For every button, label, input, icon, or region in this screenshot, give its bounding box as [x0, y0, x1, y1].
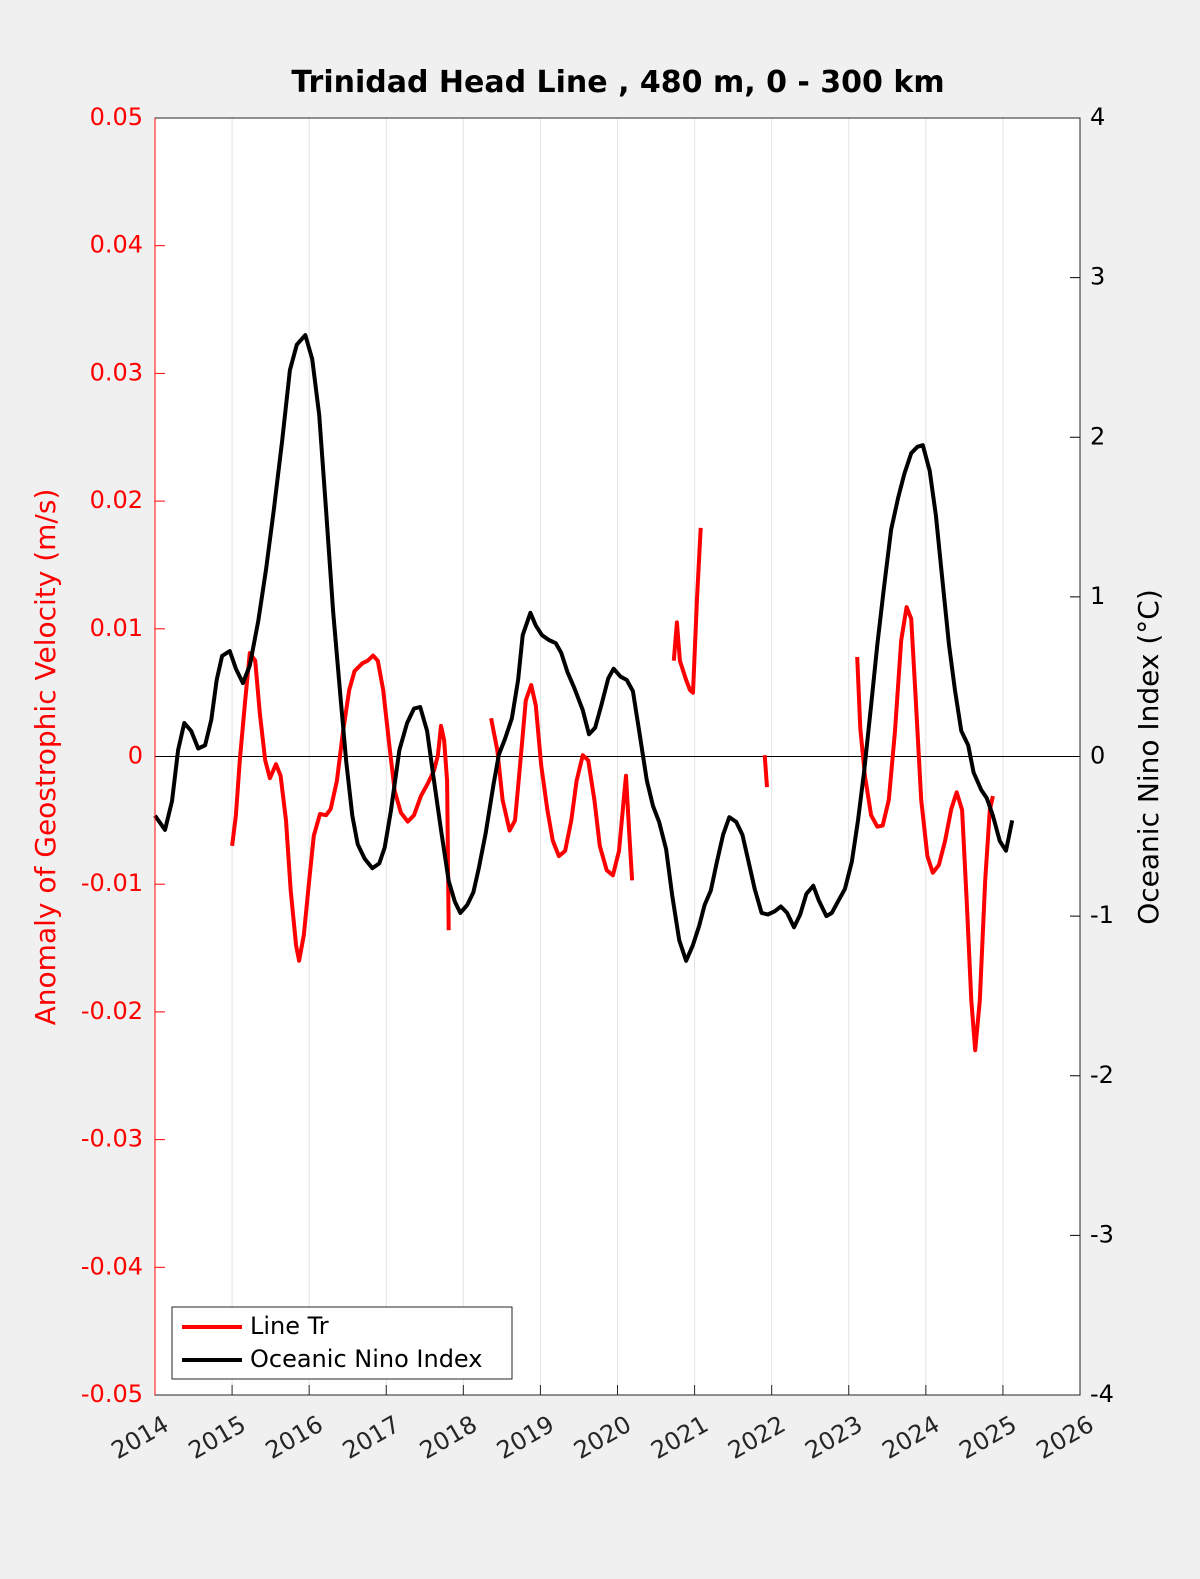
y-axis-label: Anomaly of Geostrophic Velocity (m/s) [29, 489, 62, 1026]
y-tick-label: 0.05 [90, 103, 143, 131]
legend-label: Line Tr [250, 1312, 329, 1340]
x-tick-label: 2026 [1032, 1410, 1099, 1465]
y2-axis-label: Oceanic Nino Index (°C) [1132, 589, 1165, 925]
x-tick-label: 2020 [569, 1410, 636, 1465]
y2-tick-label: 3 [1090, 263, 1105, 291]
y2-tick-label: -4 [1090, 1380, 1114, 1408]
y-tick-label: -0.05 [81, 1380, 143, 1408]
legend-label: Oceanic Nino Index [250, 1345, 482, 1373]
y2-tick-label: -1 [1090, 901, 1114, 929]
y-tick-label: -0.03 [81, 1125, 143, 1153]
y-tick-label: 0.02 [90, 486, 143, 514]
data-line [230, 527, 995, 1053]
x-tick-label: 2023 [800, 1410, 867, 1465]
x-tick-label: 2015 [184, 1410, 251, 1465]
x-tick-label: 2021 [646, 1410, 713, 1465]
y-tick-label: -0.01 [81, 869, 143, 897]
y-tick-label: -0.02 [81, 997, 143, 1025]
data-line [153, 333, 1015, 963]
legend-box [171, 1306, 513, 1380]
y2-tick-label: 4 [1090, 103, 1105, 131]
x-tick-label: 2022 [723, 1410, 790, 1465]
x-tick-label: 2014 [107, 1410, 174, 1465]
x-tick-label: 2025 [955, 1410, 1022, 1465]
chart-title: Trinidad Head Line , 480 m, 0 - 300 km [291, 65, 944, 100]
y-tick-label: 0.01 [90, 614, 143, 642]
y-tick-label: 0.04 [90, 231, 143, 259]
y-tick-label: 0 [128, 742, 143, 770]
y2-tick-label: -3 [1090, 1220, 1114, 1248]
x-tick-label: 2024 [877, 1410, 944, 1465]
y-tick-label: -0.04 [81, 1252, 143, 1280]
y2-tick-label: 1 [1090, 582, 1105, 610]
y2-tick-label: 0 [1090, 742, 1105, 770]
x-tick-label: 2016 [261, 1410, 328, 1465]
y2-tick-label: 2 [1090, 422, 1105, 450]
x-tick-label: 2018 [415, 1410, 482, 1465]
x-tick-label: 2019 [492, 1410, 559, 1465]
y-tick-label: 0.03 [90, 358, 143, 386]
y2-tick-label: -2 [1090, 1061, 1114, 1089]
x-tick-label: 2017 [338, 1410, 405, 1465]
